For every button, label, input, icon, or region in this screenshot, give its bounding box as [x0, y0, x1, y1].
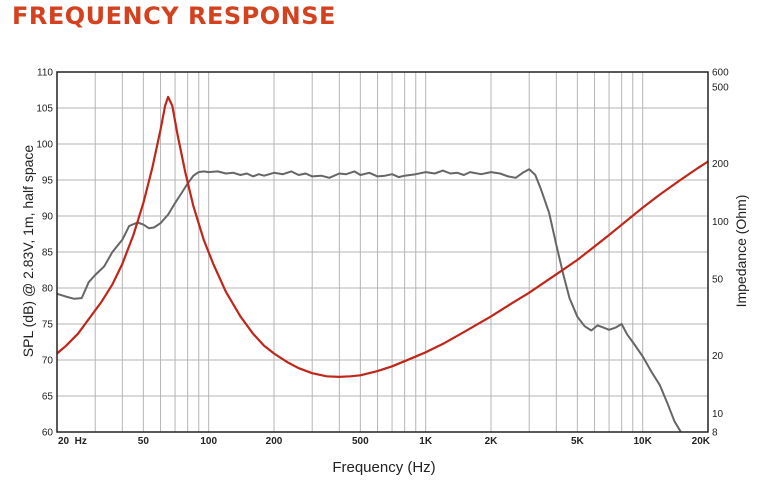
y-left-tick-label: 100 — [36, 140, 53, 151]
y-right-tick-label: 20 — [712, 351, 724, 362]
y-right-tick-label: 8 — [712, 428, 718, 439]
y-right-tick-label: 100 — [712, 217, 729, 228]
impedance-curve — [56, 95, 709, 378]
y-left-tick-label: 70 — [42, 356, 54, 367]
y-left-tick-label: 60 — [42, 428, 54, 439]
y-right-tick-label: 200 — [712, 159, 729, 170]
spl-curve — [56, 168, 682, 433]
x-tick-label: 50 — [138, 436, 150, 447]
y-left-tick-label: 65 — [42, 392, 54, 403]
x-tick-label: 20 Hz — [58, 436, 87, 447]
x-tick-label: 1K — [419, 436, 433, 447]
x-tick-label: 20K — [692, 436, 711, 447]
y-left-tick-label: 95 — [42, 176, 54, 187]
chart-title: FREQUENCY RESPONSE — [12, 2, 336, 30]
x-tick-label: 500 — [352, 436, 369, 447]
x-tick-label: 100 — [200, 436, 217, 447]
y-left-tick-label: 90 — [42, 212, 54, 223]
x-tick-label: 5K — [571, 436, 585, 447]
x-tick-label: 10K — [633, 436, 652, 447]
x-tick-label: 200 — [266, 436, 283, 447]
y-right-tick-label: 600 — [712, 68, 729, 79]
y-left-tick-label: 80 — [42, 284, 54, 295]
y-left-tick-label: 110 — [37, 68, 53, 79]
y-right-tick-label: 500 — [712, 83, 729, 94]
plot-frame — [56, 71, 709, 433]
y-right-tick-label: 50 — [712, 275, 724, 286]
x-tick-label: 2K — [485, 436, 499, 447]
y-left-tick-label: 85 — [42, 248, 54, 259]
y-left-tick-label: 75 — [42, 320, 54, 331]
y-left-tick-label: 105 — [36, 104, 53, 115]
x-axis-label: Frequency (Hz) — [332, 459, 436, 476]
y-right-tick-label: 10 — [712, 409, 724, 420]
